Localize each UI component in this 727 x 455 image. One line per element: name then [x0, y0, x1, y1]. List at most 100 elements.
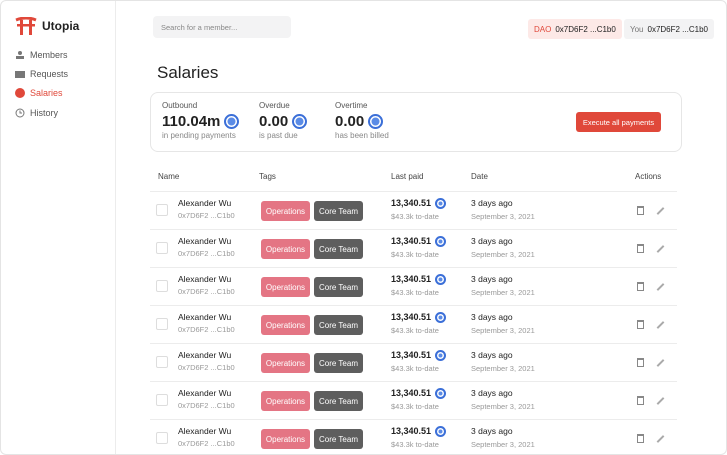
coin-icon [435, 198, 446, 209]
amount: 13,340.51 [391, 388, 432, 398]
tag: Operations [261, 201, 310, 221]
member-name: Alexander Wu [178, 236, 232, 246]
tag: Operations [261, 429, 310, 449]
date: 3 days ago [471, 198, 513, 208]
logo [15, 17, 37, 35]
brand: Utopia [42, 19, 80, 33]
date: 3 days ago [471, 236, 513, 246]
delete-button[interactable] [637, 396, 644, 405]
member-address: 0x7D6F2 ...C1b0 [178, 439, 235, 448]
delete-button[interactable] [637, 320, 644, 329]
edit-button[interactable] [656, 359, 665, 367]
stat: Outbound 110.04m in pending payments [162, 101, 240, 140]
member-address: 0x7D6F2 ...C1b0 [178, 249, 235, 258]
coin-icon [435, 350, 446, 361]
stat-number: 0.00 [259, 113, 289, 130]
stat-number: 0.00 [335, 113, 365, 130]
member-address: 0x7D6F2 ...C1b0 [178, 363, 235, 372]
coin-icon [435, 274, 446, 285]
execute-button[interactable]: Execute all payments [576, 112, 661, 132]
delete-button[interactable] [637, 206, 644, 215]
tag: Core Team [314, 429, 363, 449]
stat-value: 0.00 [259, 113, 308, 130]
member-name: Alexander Wu [178, 388, 232, 398]
coin-icon [368, 114, 384, 129]
coin-icon [435, 236, 446, 247]
member-address: 0x7D6F2 ...C1b0 [178, 325, 235, 334]
to-date: $43.3k to-date [391, 288, 439, 297]
search-input[interactable]: Search for a member... [153, 16, 291, 38]
to-date: $43.3k to-date [391, 212, 439, 221]
table-row: Alexander Wu 0x7D6F2 ...C1b0 Operations Cor… [150, 419, 677, 454]
date: 3 days ago [471, 350, 513, 360]
dao-badge[interactable]: DAO 0x7D6F2 ...C1b0 [528, 19, 622, 39]
member-name: Alexander Wu [178, 198, 232, 208]
edit-button[interactable] [656, 435, 665, 443]
tag: Operations [261, 353, 310, 373]
date: 3 days ago [471, 388, 513, 398]
tag: Core Team [314, 391, 363, 411]
you-badge[interactable]: You 0x7D6F2 ...C1b0 [624, 19, 714, 39]
edit-button[interactable] [656, 207, 665, 215]
coin-icon [292, 114, 308, 129]
member-name: Alexander Wu [178, 426, 232, 436]
column-header: Last paid [391, 172, 424, 181]
delete-button[interactable] [637, 434, 644, 443]
stat-label: Overtime [335, 101, 368, 110]
tag: Operations [261, 391, 310, 411]
coin-icon [224, 114, 240, 129]
stat-note: in pending payments [162, 131, 236, 140]
checkbox[interactable] [156, 280, 168, 292]
tag: Core Team [314, 315, 363, 335]
checkbox[interactable] [156, 432, 168, 444]
checkbox[interactable] [156, 204, 168, 216]
checkbox[interactable] [156, 242, 168, 254]
column-header: Name [158, 172, 180, 181]
stat-number: 110.04m [162, 113, 221, 130]
tag: Operations [261, 277, 310, 297]
checkbox[interactable] [156, 394, 168, 406]
date-full: September 3, 2021 [471, 364, 535, 373]
tag: Operations [261, 239, 310, 259]
delete-button[interactable] [637, 244, 644, 253]
edit-button[interactable] [656, 397, 665, 405]
nav-item[interactable]: Members [15, 50, 68, 60]
edit-button[interactable] [656, 321, 665, 329]
nav-item[interactable]: History [15, 108, 58, 118]
date-full: September 3, 2021 [471, 288, 535, 297]
stat-value: 0.00 [335, 113, 389, 130]
edit-button[interactable] [656, 245, 665, 253]
amount: 13,340.51 [391, 274, 432, 284]
nav-item[interactable]: Requests [15, 69, 68, 79]
table-row: Alexander Wu 0x7D6F2 ...C1b0 Operations Cor… [150, 229, 677, 267]
table-row: Alexander Wu 0x7D6F2 ...C1b0 Operations Cor… [150, 191, 677, 229]
stat: Overtime 0.00 has been billed [335, 101, 389, 140]
member-address: 0x7D6F2 ...C1b0 [178, 401, 235, 410]
stats-card [150, 92, 682, 152]
coin-icon [435, 426, 446, 437]
member-name: Alexander Wu [178, 350, 232, 360]
nav-label: Salaries [30, 88, 63, 98]
nav-item[interactable]: Salaries [15, 88, 63, 98]
to-date: $43.3k to-date [391, 326, 439, 335]
date: 3 days ago [471, 426, 513, 436]
amount: 13,340.51 [391, 198, 432, 208]
amount: 13,340.51 [391, 350, 432, 360]
column-header: Actions [635, 172, 662, 181]
nav-label: Members [30, 50, 68, 60]
page-title: Salaries [157, 63, 219, 82]
tag: Core Team [314, 239, 363, 259]
to-date: $43.3k to-date [391, 250, 439, 259]
stat-label: Overdue [259, 101, 290, 110]
amount: 13,340.51 [391, 426, 432, 436]
edit-button[interactable] [656, 283, 665, 291]
checkbox[interactable] [156, 356, 168, 368]
dao-label: DAO [534, 24, 552, 34]
delete-button[interactable] [637, 282, 644, 291]
coin-icon [435, 388, 446, 399]
stat: Overdue 0.00 is past due [259, 101, 308, 140]
stat-note: has been billed [335, 131, 389, 140]
member-name: Alexander Wu [178, 312, 232, 322]
checkbox[interactable] [156, 318, 168, 330]
delete-button[interactable] [637, 358, 644, 367]
